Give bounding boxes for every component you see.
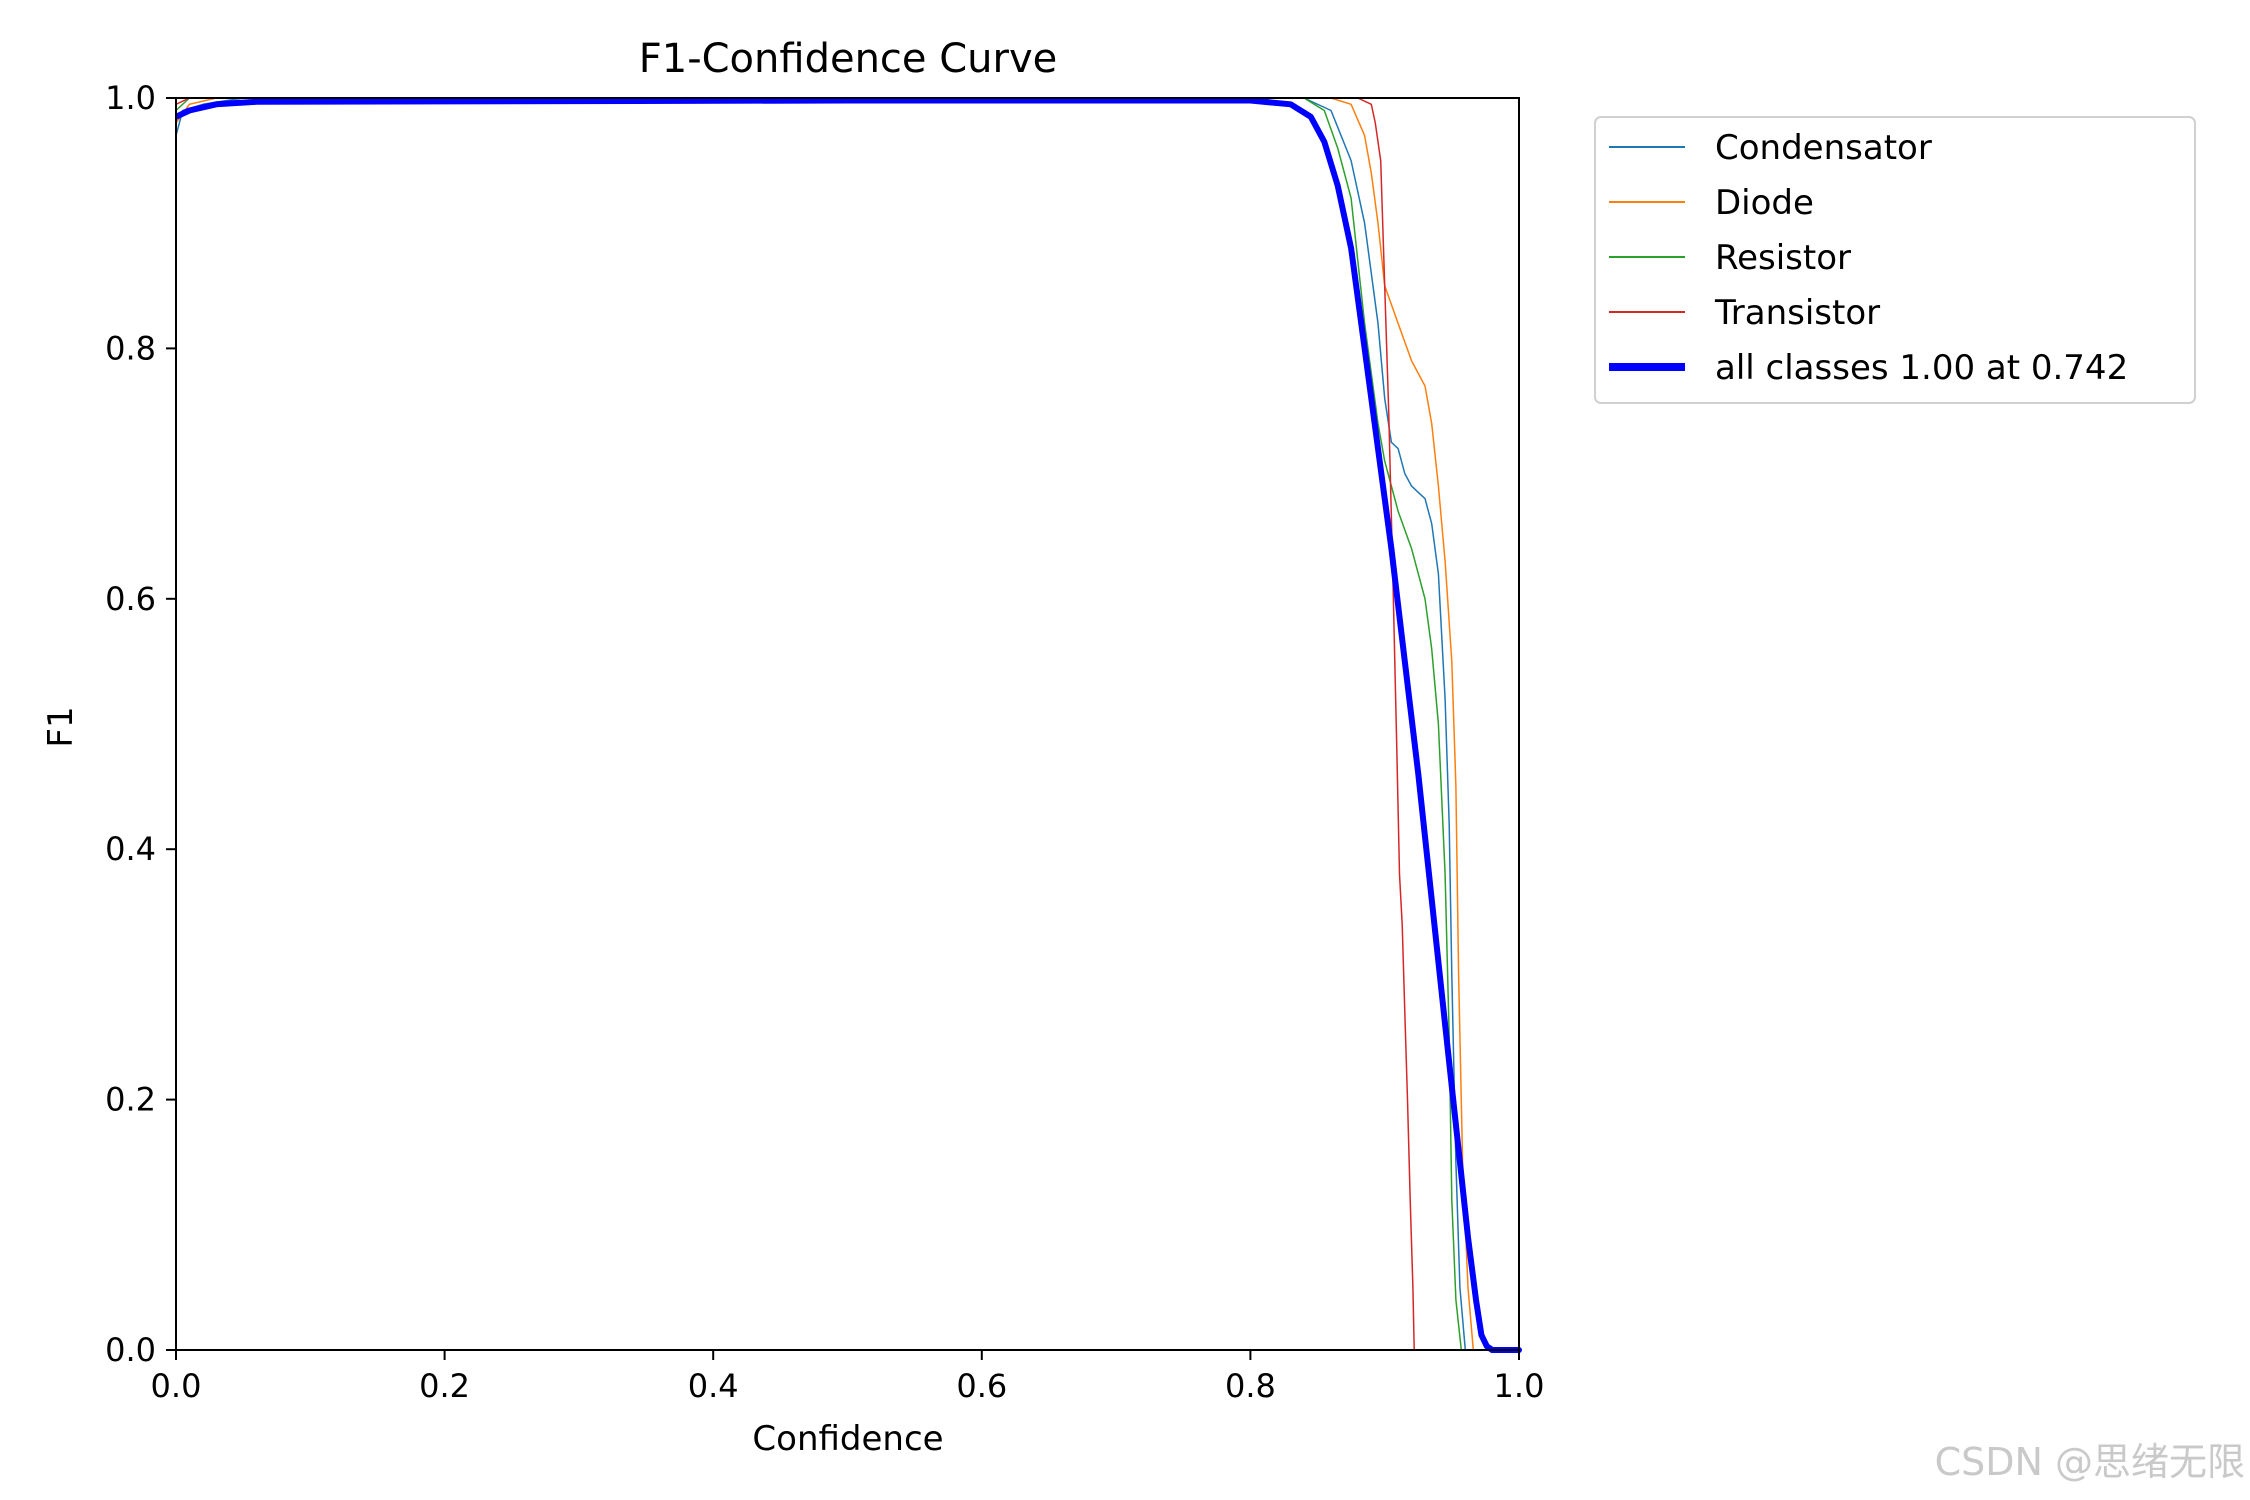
y-tick-label: 0.0 [105,1331,156,1369]
plot-frame [175,97,1520,1351]
x-tick-label: 0.0 [151,1367,202,1405]
x-tick-label: 0.4 [688,1367,739,1405]
x-tick-label: 0.6 [956,1367,1007,1405]
chart-title: F1-Confidence Curve [639,36,1058,82]
y-tick-label: 0.4 [105,830,156,868]
watermark-text: CSDN @思绪无限 [1935,1440,2245,1484]
series-line-2 [176,97,1520,1351]
x-tick-label: 1.0 [1494,1367,1545,1405]
plot-area [176,97,1522,1353]
legend-label: all classes 1.00 at 0.742 [1715,348,2128,388]
legend-label: Condensator [1715,128,1932,168]
x-tick-label: 0.8 [1225,1367,1276,1405]
legend-label: Transistor [1714,293,1880,333]
axes: 0.0 0.2 0.4 0.6 0.8 1.0 0.0 0.2 0.4 0.6 0.8 1.0 [105,79,1544,1405]
legend-label: Resistor [1715,238,1851,278]
y-tick-label: 1.0 [105,79,156,117]
series-line-3 [176,97,1520,1351]
y-tick-label: 0.2 [105,1081,156,1119]
y-axis-label: F1 [41,706,81,747]
series-line-1 [176,97,1520,1351]
legend-label: Diode [1715,183,1814,223]
legend-box [1594,116,2196,404]
y-tick-label: 0.8 [105,329,156,367]
series-line-4 [176,97,1522,1353]
series-line-0 [176,97,1520,1351]
y-tick-label: 0.6 [105,580,156,618]
x-axis-label: Confidence [752,1419,943,1459]
legend: Condensator Diode Resistor Transistor all cl… [1594,116,2196,404]
x-tick-label: 0.2 [419,1367,470,1405]
